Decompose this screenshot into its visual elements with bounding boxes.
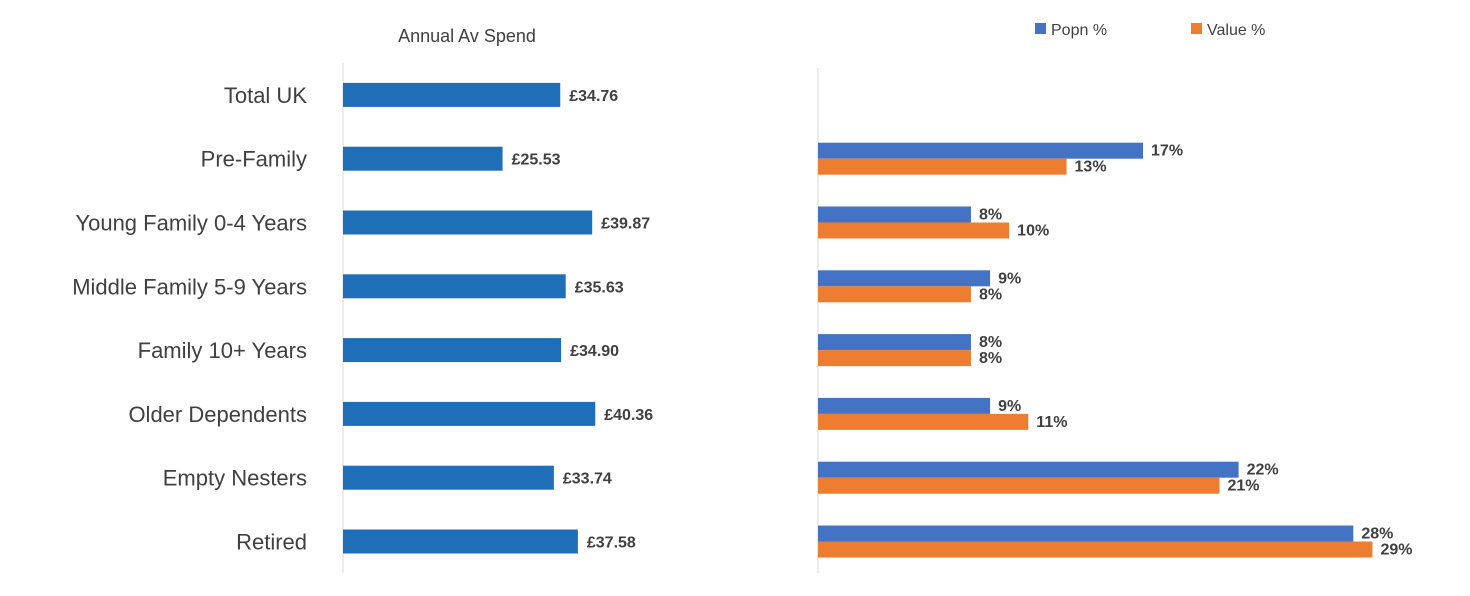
spend-value-label: £34.76: [569, 88, 618, 105]
value-value-label: 29%: [1380, 542, 1412, 559]
spend-value-label: £35.63: [575, 279, 624, 296]
popn-bar: [818, 270, 991, 287]
category-label: Young Family 0-4 Years: [75, 211, 307, 236]
legend-label-value: Value %: [1207, 22, 1265, 39]
category-label: Retired: [236, 530, 307, 555]
spend-bar: [343, 146, 503, 171]
popn-bar: [818, 461, 1239, 478]
spend-bar: [343, 338, 562, 363]
share-chart-bars: 17%13%8%10%9%8%8%8%9%11%22%21%28%29%: [818, 142, 1412, 559]
category-label: Total UK: [224, 83, 307, 108]
value-bar: [818, 158, 1067, 175]
popn-value-label: 17%: [1151, 143, 1183, 160]
value-bar: [818, 541, 1373, 558]
spend-value-label: £39.87: [601, 216, 650, 233]
value-value-label: 10%: [1017, 223, 1049, 240]
value-value-label: 8%: [979, 286, 1002, 303]
spend-bar: [343, 82, 561, 107]
legend-label-popn: Popn %: [1051, 22, 1107, 39]
popn-value-label: 9%: [998, 398, 1021, 415]
value-bar: [818, 350, 971, 367]
value-bar: [818, 413, 1029, 430]
category-label: Empty Nesters: [163, 466, 307, 491]
popn-bar: [818, 397, 991, 414]
value-value-label: 11%: [1036, 414, 1067, 431]
value-bar: [818, 222, 1010, 239]
spend-chart-title: Annual Av Spend: [398, 26, 536, 46]
spend-value-label: £34.90: [570, 343, 619, 360]
value-bar: [818, 286, 971, 303]
popn-bar: [818, 206, 971, 223]
popn-bar: [818, 525, 1354, 542]
popn-value-label: 22%: [1247, 462, 1279, 479]
spend-bar: [343, 529, 578, 554]
spend-value-label: £25.53: [512, 152, 561, 169]
value-value-label: 21%: [1227, 478, 1259, 495]
spend-bar: [343, 274, 566, 299]
popn-value-label: 9%: [998, 270, 1021, 287]
category-label: Older Dependents: [128, 402, 307, 427]
value-value-label: 13%: [1075, 159, 1107, 176]
value-bar: [818, 477, 1220, 494]
spend-bar: [343, 210, 593, 235]
spend-value-label: £33.74: [563, 471, 612, 488]
legend-swatch-popn: [1035, 23, 1046, 34]
spend-value-label: £37.58: [587, 535, 636, 552]
popn-bar: [818, 334, 971, 351]
category-label: Middle Family 5-9 Years: [72, 274, 307, 299]
category-label: Pre-Family: [201, 147, 307, 172]
popn-value-label: 8%: [979, 334, 1002, 351]
value-value-label: 8%: [979, 350, 1002, 367]
spend-value-label: £40.36: [604, 407, 653, 424]
legend: Popn % Value %: [1035, 22, 1265, 39]
spend-bar: [343, 465, 554, 490]
popn-value-label: 8%: [979, 207, 1002, 224]
spend-chart-bars: Total UK £34.76 Pre-Family £25.53 Young Fami…: [72, 82, 653, 555]
popn-bar: [818, 142, 1144, 159]
category-label: Family 10+ Years: [138, 338, 307, 363]
popn-value-label: 28%: [1361, 526, 1393, 543]
legend-swatch-value: [1191, 23, 1202, 34]
spend-bar: [343, 401, 596, 426]
